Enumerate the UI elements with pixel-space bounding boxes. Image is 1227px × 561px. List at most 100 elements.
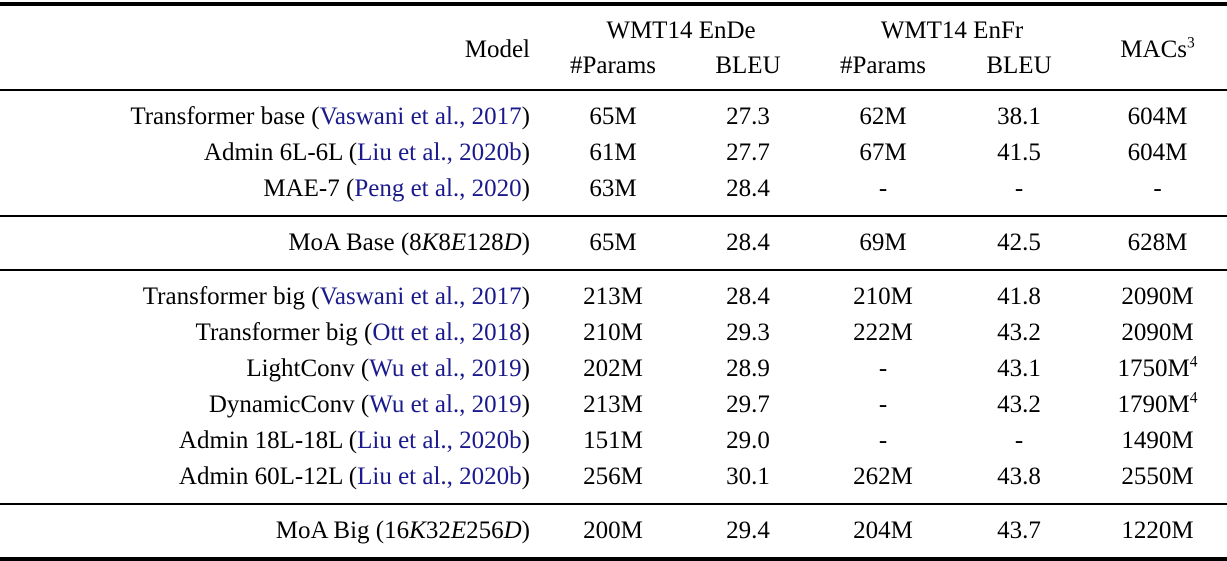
citation-link[interactable]: Liu et al., 2020b [357, 139, 522, 166]
ende-params-cell: 213M [583, 391, 643, 418]
citation-link[interactable]: Peng et al., 2020 [354, 175, 522, 202]
macs-value: 1490M [1121, 427, 1194, 454]
ende-params-cell: 210M [583, 319, 643, 346]
citation-link[interactable]: Ott et al., 2018 [372, 319, 522, 346]
macs-value: 1790M [1117, 391, 1190, 418]
table-row-transformer-base: Transformer base (Vaswani et al., 2017) … [0, 90, 1227, 135]
ende-bleu-cell: 29.3 [726, 319, 770, 346]
ende-bleu-cell: 28.4 [726, 229, 770, 256]
model-name-close: ) [521, 355, 530, 382]
model-name-close: ) [521, 283, 530, 310]
col-group-wmt14-ende: WMT14 EnDe [606, 17, 756, 44]
enfr-bleu-cell: 43.7 [997, 517, 1041, 544]
model-cell: Transformer big (Vaswani et al., 2017) [0, 270, 546, 315]
model-name: Admin 18L-18L ( [178, 427, 358, 454]
group-baselines-base: Transformer base (Vaswani et al., 2017) … [0, 90, 1227, 216]
citation-link[interactable]: Wu et al., 2019 [369, 391, 522, 418]
ende-params-cell: 213M [583, 283, 643, 310]
macs-value: 2550M [1121, 463, 1194, 490]
table-row-dynamicconv: DynamicConv (Wu et al., 2019) 213M 29.7 … [0, 387, 1227, 423]
footnote-marker-4: 4 [1189, 389, 1198, 407]
ende-params-cell: 65M [589, 229, 637, 256]
model-cell: Admin 6L-6L (Liu et al., 2020b) [0, 135, 546, 171]
col-header-bleu-ende: BLEU [715, 52, 781, 79]
enfr-params-cell: 222M [853, 319, 913, 346]
model-name: MoA Base ( [288, 229, 410, 256]
ende-bleu-cell: 27.7 [726, 139, 770, 166]
group-baselines-big: Transformer big (Vaswani et al., 2017) 2… [0, 270, 1227, 504]
enfr-params-cell: - [878, 391, 888, 418]
ende-bleu-cell: 28.9 [726, 355, 770, 382]
model-name-close: ) [521, 319, 530, 346]
ende-bleu-cell: 28.4 [726, 283, 770, 310]
macs-value: 604M [1127, 103, 1188, 130]
col-group-wmt14-enfr: WMT14 EnFr [880, 17, 1024, 44]
macs-cell: 1220M [1088, 504, 1227, 559]
macs-value: 1220M [1121, 517, 1194, 544]
table-row-admin-6l6l: Admin 6L-6L (Liu et al., 2020b) 61M 27.7… [0, 135, 1227, 171]
macs-cell: 604M [1088, 135, 1227, 171]
enfr-bleu-cell: 43.8 [997, 463, 1041, 490]
macs-value: 2090M [1121, 283, 1194, 310]
table-row-moa-big: MoA Big (16K32E256D) 200M 29.4 204M 43.7… [0, 504, 1227, 559]
ende-bleu-cell: 29.4 [726, 517, 770, 544]
citation-link[interactable]: Wu et al., 2019 [369, 355, 522, 382]
footnote-marker-3: 3 [1186, 34, 1195, 52]
col-header-bleu-enfr: BLEU [986, 52, 1052, 79]
table-row-transformer-big-vaswani: Transformer big (Vaswani et al., 2017) 2… [0, 270, 1227, 315]
citation-link[interactable]: Vaswani et al., 2017 [319, 103, 522, 130]
enfr-bleu-cell: 42.5 [997, 229, 1041, 256]
group-moa-base: MoA Base (8K8E128D) 65M 28.4 69M 42.5 62… [0, 216, 1227, 270]
citation-link[interactable]: Vaswani et al., 2017 [319, 283, 522, 310]
macs-cell: 2550M [1088, 459, 1227, 504]
table-header: Model WMT14 EnDe WMT14 EnFr MACs3 #Param… [0, 4, 1227, 90]
group-moa-big: MoA Big (16K32E256D) 200M 29.4 204M 43.7… [0, 504, 1227, 559]
macs-value: - [1153, 175, 1162, 202]
macs-cell: 2090M [1088, 315, 1227, 351]
macs-value: 628M [1127, 229, 1188, 256]
model-name-close: ) [521, 391, 530, 418]
model-name: LightConv ( [246, 355, 370, 382]
model-name: DynamicConv ( [208, 391, 370, 418]
model-name-close: ) [521, 229, 530, 256]
enfr-params-cell: - [878, 355, 888, 382]
col-header-macs: MACs3 [1088, 4, 1227, 90]
model-cell: Admin 60L-12L (Liu et al., 2020b) [0, 459, 546, 504]
citation-link[interactable]: Liu et al., 2020b [357, 427, 522, 454]
macs-cell: 1490M [1088, 423, 1227, 459]
citation-link[interactable]: Liu et al., 2020b [357, 463, 522, 490]
ende-params-cell: 151M [583, 427, 643, 454]
table-row-admin-60l12l: Admin 60L-12L (Liu et al., 2020b) 256M 3… [0, 459, 1227, 504]
ende-bleu-cell: 29.7 [726, 391, 770, 418]
model-name-close: ) [521, 175, 530, 202]
model-cell: DynamicConv (Wu et al., 2019) [0, 387, 546, 423]
ende-bleu-cell: 28.4 [726, 175, 770, 202]
model-name: Transformer base ( [130, 103, 320, 130]
table-row-moa-base: MoA Base (8K8E128D) 65M 28.4 69M 42.5 62… [0, 216, 1227, 270]
model-name: MAE-7 ( [263, 175, 355, 202]
macs-cell: 604M [1088, 90, 1227, 135]
col-header-params-ende: #Params [569, 52, 657, 79]
model-cell: MoA Base (8K8E128D) [0, 216, 546, 270]
enfr-bleu-cell: 38.1 [997, 103, 1041, 130]
model-cell: MoA Big (16K32E256D) [0, 504, 546, 559]
header-row-groups: Model WMT14 EnDe WMT14 EnFr MACs3 [0, 4, 1227, 63]
model-name: Transformer big ( [195, 319, 373, 346]
model-name-close: ) [521, 517, 530, 544]
table-row-transformer-big-ott: Transformer big (Ott et al., 2018) 210M … [0, 315, 1227, 351]
model-name: Admin 6L-6L ( [203, 139, 358, 166]
model-cell: Transformer big (Ott et al., 2018) [0, 315, 546, 351]
ende-bleu-cell: 29.0 [726, 427, 770, 454]
model-cell: Admin 18L-18L (Liu et al., 2020b) [0, 423, 546, 459]
table-row-lightconv: LightConv (Wu et al., 2019) 202M 28.9 - … [0, 351, 1227, 387]
enfr-params-cell: 210M [853, 283, 913, 310]
macs-cell: - [1088, 171, 1227, 216]
macs-cell: 628M [1088, 216, 1227, 270]
model-config: 8K8E128D [409, 229, 522, 256]
col-header-model: Model [464, 35, 530, 63]
enfr-bleu-cell: 43.2 [997, 319, 1041, 346]
model-cell: Transformer base (Vaswani et al., 2017) [0, 90, 546, 135]
ende-params-cell: 256M [583, 463, 643, 490]
model-cell: LightConv (Wu et al., 2019) [0, 351, 546, 387]
